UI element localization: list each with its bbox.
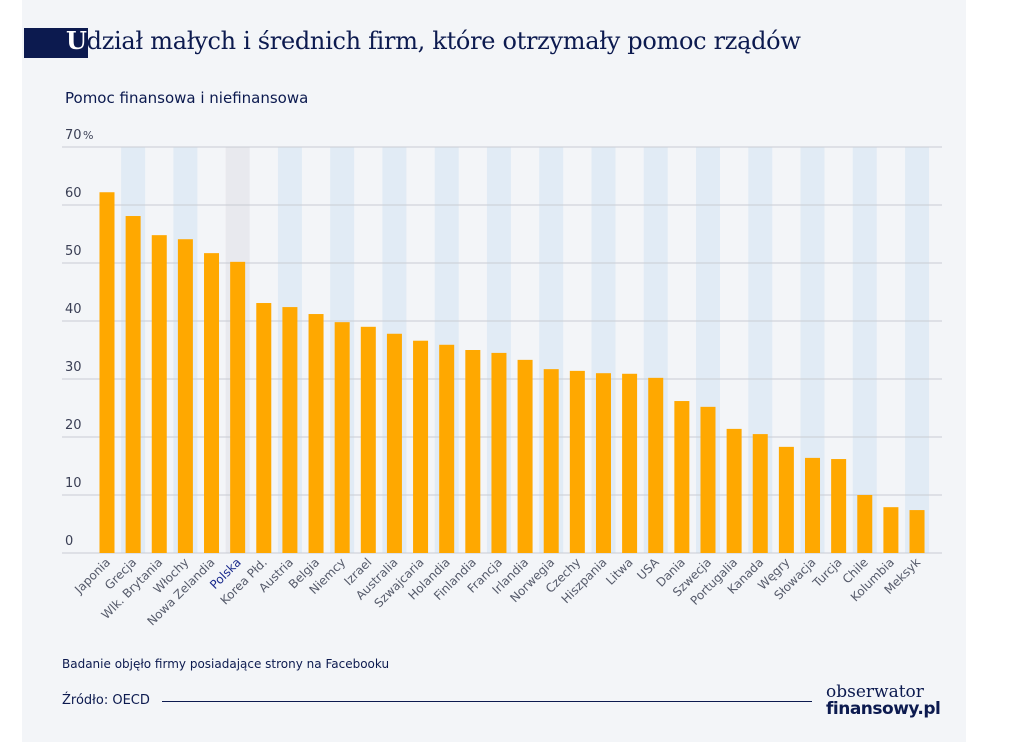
bar-austria	[282, 307, 298, 553]
bar-kolumbia	[883, 507, 899, 553]
bar-hiszpania	[595, 373, 611, 553]
y-tick-label: 10	[65, 476, 82, 491]
bar-australia	[386, 333, 402, 553]
title-text: dział małych i średnich firm, które otrz…	[86, 27, 801, 55]
source-divider	[162, 701, 812, 702]
logo: obserwator finansowy.pl	[826, 682, 941, 719]
chart-subtitle: Pomoc finansowa i niefinansowa	[65, 89, 309, 107]
bar-irlandia	[517, 359, 533, 553]
bar-słowacja	[805, 457, 821, 553]
bar-szwecja	[700, 406, 716, 553]
y-tick-label: 0	[65, 534, 73, 549]
bar-japonia	[99, 192, 115, 554]
y-tick-label: 50	[65, 244, 82, 259]
bar-czechy	[569, 370, 585, 553]
x-tick-label: Litwa	[603, 555, 635, 587]
bar-włochy	[177, 239, 193, 553]
bar-izrael	[360, 326, 376, 553]
y-tick-label: 40	[65, 302, 82, 317]
bar-nowa-zelandia	[204, 253, 220, 553]
title-accent-box	[24, 28, 88, 58]
bar-turcja	[831, 459, 847, 553]
bar-grecja	[125, 216, 141, 553]
bar-niemcy	[334, 322, 350, 553]
chart-title: Udział małych i średnich firm, które otr…	[66, 26, 801, 55]
bar-wlk-brytania	[151, 235, 167, 553]
bar-dania	[674, 401, 690, 553]
bar-korea-płd-	[256, 303, 272, 553]
bar-francja	[491, 352, 507, 553]
bar-norwegia	[543, 369, 559, 553]
y-unit-label: %	[83, 129, 93, 142]
bar-holandia	[439, 344, 455, 553]
bar-polska	[230, 261, 246, 553]
bar-chile	[857, 495, 873, 553]
y-tick-label: 70	[65, 128, 82, 143]
x-tick-label: Turcja	[809, 555, 844, 590]
y-tick-label: 60	[65, 186, 82, 201]
title-first-letter: U	[66, 26, 87, 55]
logo-line2: finansowy.pl	[826, 699, 941, 719]
y-tick-label: 20	[65, 418, 82, 433]
y-tick-label: 30	[65, 360, 82, 375]
bar-kanada	[752, 434, 768, 553]
chart-note: Badanie objęło firmy posiadające strony …	[62, 657, 390, 671]
bar-meksyk	[909, 510, 925, 553]
bar-portugalia	[726, 428, 742, 553]
column-stripe	[905, 147, 930, 553]
bar-usa	[648, 377, 664, 553]
x-tick-label: Japonia	[71, 555, 113, 597]
logo-line1: obserwator	[826, 682, 924, 702]
bar-węgry	[778, 446, 794, 553]
source-label: Źródło: OECD	[62, 693, 150, 708]
column-stripe	[852, 147, 877, 553]
bar-szwajcaria	[413, 340, 429, 553]
bar-finlandia	[465, 350, 481, 553]
bar-belgia	[308, 314, 324, 553]
bar-litwa	[622, 373, 638, 553]
